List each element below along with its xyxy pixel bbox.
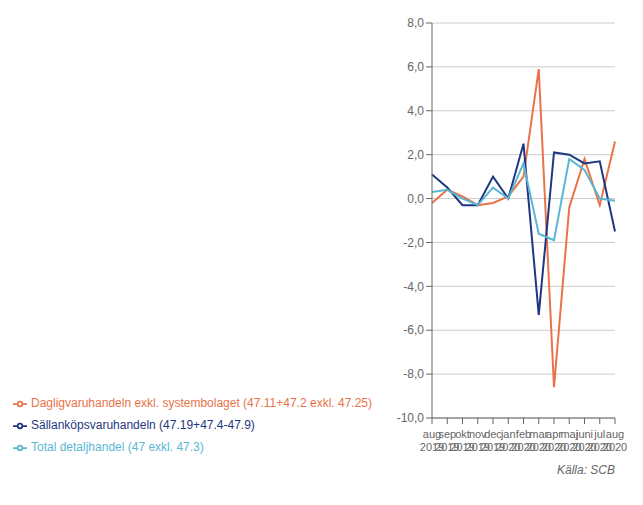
svg-text:2,0: 2,0 bbox=[407, 148, 424, 162]
svg-text:4,0: 4,0 bbox=[407, 104, 424, 118]
svg-text:-8,0: -8,0 bbox=[403, 367, 424, 381]
svg-text:8,0: 8,0 bbox=[407, 16, 424, 30]
svg-text:-10,0: -10,0 bbox=[397, 411, 425, 425]
svg-text:-4,0: -4,0 bbox=[403, 280, 424, 294]
svg-text:aug2020: aug2020 bbox=[603, 428, 627, 453]
svg-text:6,0: 6,0 bbox=[407, 60, 424, 74]
svg-text:-6,0: -6,0 bbox=[403, 323, 424, 337]
svg-text:-2,0: -2,0 bbox=[403, 236, 424, 250]
svg-text:0,0: 0,0 bbox=[407, 192, 424, 206]
